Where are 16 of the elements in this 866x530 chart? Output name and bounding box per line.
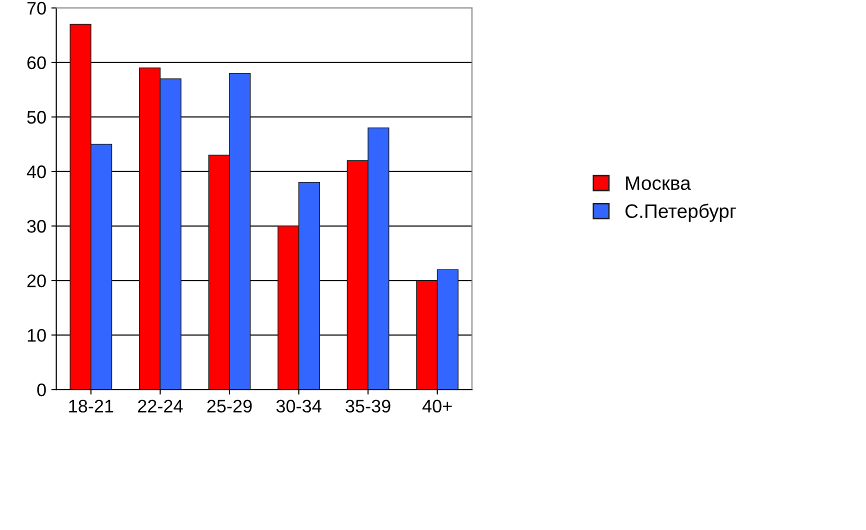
y-tick-label: 0	[37, 383, 46, 396]
x-tick-label: 30-34	[276, 400, 322, 413]
x-tick-label: 25-29	[207, 400, 252, 413]
x-tick-label: 22-24	[138, 400, 183, 412]
x-tick-label: 40+	[422, 400, 452, 413]
y-tick-label: 40	[26, 165, 46, 178]
legend-label: Москва	[626, 176, 691, 190]
y-tick-label: 50	[27, 110, 46, 124]
x-tick-label: 35-39	[346, 400, 390, 413]
x-tick-label: 18-21	[69, 400, 114, 413]
y-tick-label: 60	[27, 56, 46, 70]
legend-label: С.Петербург	[625, 204, 736, 222]
y-tick-label: 10	[28, 328, 46, 342]
y-tick-label: 70	[27, 2, 46, 15]
y-tick-label: 30	[27, 220, 46, 233]
y-tick-label: 20	[27, 274, 46, 288]
